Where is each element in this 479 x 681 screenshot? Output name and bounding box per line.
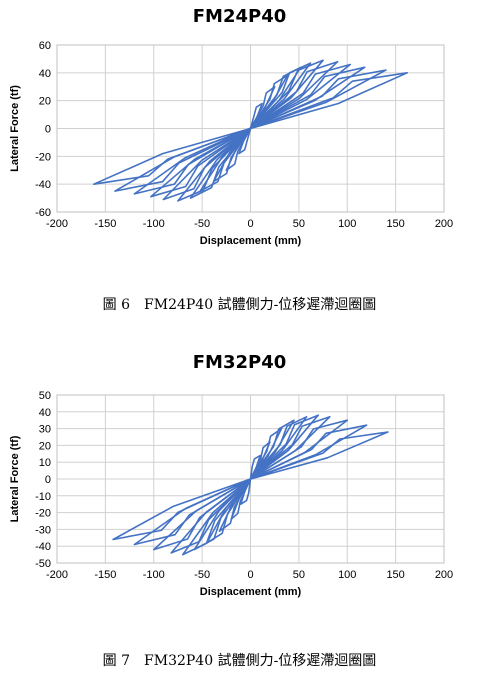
y-tick-label: 0 <box>45 474 51 486</box>
x-tick-label: 50 <box>293 569 305 581</box>
x-tick-label: -100 <box>143 218 165 230</box>
chart-fm32p40: FM32P40 -200 -150 -100 -50 0 50 100 150 200 -50 -4… <box>0 346 479 616</box>
y-tick-label: 40 <box>39 68 51 80</box>
y-tick-label: 20 <box>39 96 51 108</box>
y-axis-label: Lateral Force (tf) <box>9 85 21 172</box>
x-tick-label: 200 <box>435 218 453 230</box>
x-tick-label: 150 <box>386 218 404 230</box>
plot-border <box>56 394 445 564</box>
chart-title: FM32P40 <box>192 352 287 373</box>
y-tick-label: 10 <box>39 457 51 469</box>
chart-fm24p40: FM24P40 -200 -150 -100 -50 0 50 100 150 200 -60 -4… <box>0 0 479 260</box>
y-tick-label: -60 <box>35 207 51 219</box>
y-tick-label: -20 <box>35 508 51 520</box>
chart-title: FM24P40 <box>192 6 287 27</box>
x-tick-label: -100 <box>143 569 165 581</box>
x-tick-label: -200 <box>46 569 68 581</box>
y-tick-label: -50 <box>35 558 51 570</box>
figure-caption: 圖 7 FM32P40 試體側力-位移遲滯迴圈圖 <box>102 653 377 669</box>
x-tick-label: 200 <box>435 569 453 581</box>
x-tick-label: -50 <box>194 569 210 581</box>
y-tick-label: 0 <box>45 124 51 136</box>
y-tick-label: -40 <box>35 179 51 191</box>
x-tick-label: 0 <box>247 218 253 230</box>
x-axis-label: Displacement (mm) <box>200 586 302 598</box>
hysteresis-loop <box>112 431 389 541</box>
y-tick-label: 50 <box>39 390 51 402</box>
x-axis-label: Displacement (mm) <box>200 235 302 247</box>
hysteresis-plot: -200 -150 -100 -50 0 50 100 150 200-50-40-30-20-… <box>9 390 453 598</box>
y-tick-label: 60 <box>39 40 51 52</box>
x-tick-label: 150 <box>386 569 404 581</box>
x-tick-label: -150 <box>94 218 116 230</box>
y-axis-label: Lateral Force (tf) <box>9 435 21 522</box>
hysteresis-loop <box>133 66 366 195</box>
x-tick-label: 50 <box>293 218 305 230</box>
y-tick-label: -20 <box>35 151 51 163</box>
plot-border <box>56 44 445 213</box>
x-tick-label: 100 <box>338 569 356 581</box>
y-tick-label: -40 <box>35 541 51 553</box>
y-tick-label: -10 <box>35 491 51 503</box>
x-tick-label: 0 <box>247 569 253 581</box>
x-tick-label: -200 <box>46 218 68 230</box>
figure-caption: 圖 6 FM24P40 試體側力-位移遲滯迴圈圖 <box>102 297 377 313</box>
x-tick-label: -50 <box>194 218 210 230</box>
hysteresis-plot: -200 -150 -100 -50 0 50 100 150 200-60-40-200204… <box>9 40 453 247</box>
y-tick-label: 40 <box>39 407 51 419</box>
x-tick-label: -150 <box>94 569 116 581</box>
x-tick-label: 100 <box>338 218 356 230</box>
y-tick-label: 20 <box>39 440 51 452</box>
y-tick-label: 30 <box>39 424 51 436</box>
y-tick-label: -30 <box>35 524 51 536</box>
hysteresis-loop <box>93 72 408 185</box>
